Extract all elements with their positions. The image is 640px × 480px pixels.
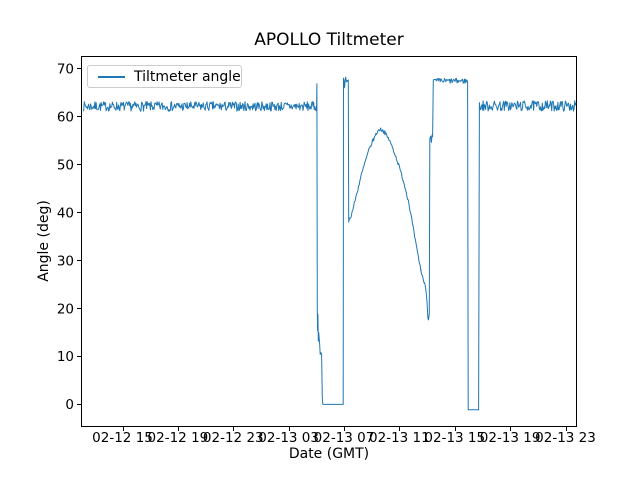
legend-line-sample-icon [98,75,125,78]
y-tick-label: 40 [57,205,74,221]
y-tick-label: 10 [57,349,74,365]
legend-label: Tiltmeter angle [134,68,241,85]
y-axis-label: Angle (deg) [36,200,52,282]
y-tick-label: 60 [57,109,74,125]
x-tick-label: 02-13 07 [314,430,375,446]
x-tick-label: 02-12 15 [92,430,153,446]
y-tick-label: 70 [57,61,74,77]
y-tick-label: 30 [57,253,74,269]
chart-title: APOLLO Tiltmeter [254,30,404,50]
legend: Tiltmeter angle [87,65,242,88]
x-tick-label: 02-13 15 [424,430,485,446]
x-tick-label: 02-13 23 [535,430,596,446]
x-tick-label: 02-12 19 [148,430,209,446]
x-tick-label: 02-13 03 [258,430,319,446]
y-tick-label: 50 [57,157,74,173]
x-tick-label: 02-13 19 [480,430,541,446]
y-tick-label: 0 [65,397,74,413]
x-axis-label: Date (GMT) [288,446,370,462]
plot-frame [81,56,577,427]
y-tick-label: 20 [57,301,74,317]
x-tick-label: 02-12 23 [203,430,264,446]
x-tick-label: 02-13 11 [369,430,430,446]
tiltmeter-angle-line [82,76,577,411]
